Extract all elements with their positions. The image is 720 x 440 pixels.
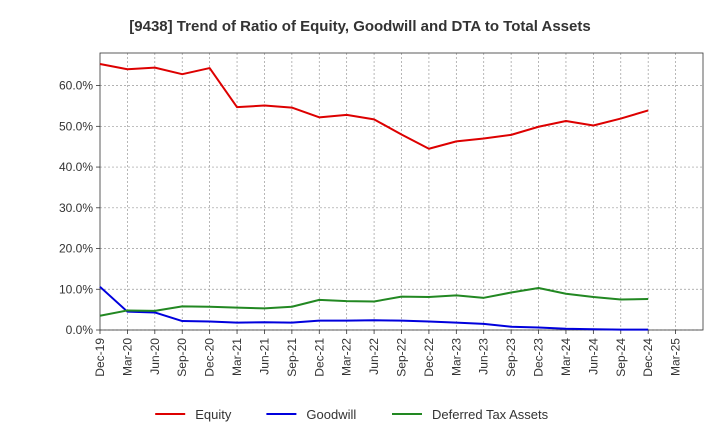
x-tick-label: Jun-20 (148, 338, 162, 375)
x-tick-label: Dec-23 (532, 338, 546, 377)
x-tick-label: Mar-24 (559, 338, 573, 376)
legend-label: Deferred Tax Assets (432, 407, 549, 422)
legend-label: Equity (195, 407, 232, 422)
x-tick-label: Dec-20 (203, 338, 217, 377)
series-line-deferred-tax-assets (99, 287, 649, 317)
legend-item: Goodwill (266, 407, 356, 422)
y-tick-label: 20.0% (59, 242, 93, 256)
x-tick-label: Mar-25 (669, 338, 683, 376)
x-tick-label: Sep-21 (285, 338, 299, 377)
series-line-equity (99, 63, 649, 150)
chart-title: [9438] Trend of Ratio of Equity, Goodwil… (129, 18, 590, 35)
x-tick-label: Jun-22 (367, 338, 381, 375)
series-line-goodwill (99, 286, 649, 331)
y-tick-label: 0.0% (66, 323, 94, 337)
grid-layer (100, 53, 703, 331)
y-tick-label: 10.0% (59, 282, 93, 296)
x-axis: Dec-19 Mar-20 Jun-20 Sep-20 Dec-20 Mar-21 Jun-… (93, 330, 683, 377)
legend-item: Deferred Tax Assets (392, 407, 549, 422)
x-tick-label: Mar-21 (230, 338, 244, 376)
y-tick-label: 40.0% (59, 160, 93, 174)
legend: Equity Goodwill Deferred Tax Assets (155, 407, 549, 422)
x-tick-label: Jun-21 (257, 338, 271, 375)
x-tick-label: Dec-19 (93, 338, 107, 377)
x-tick-label: Dec-24 (641, 338, 655, 377)
x-tick-label: Mar-22 (340, 338, 354, 376)
x-tick-label: Sep-24 (614, 338, 628, 377)
x-tick-label: Dec-22 (422, 338, 436, 377)
x-tick-label: Jun-23 (477, 338, 491, 375)
y-tick-label: 30.0% (59, 201, 93, 215)
legend-item: Equity (155, 407, 232, 422)
legend-label: Goodwill (306, 407, 356, 422)
x-tick-label: Sep-20 (175, 338, 189, 377)
x-tick-label: Mar-20 (120, 338, 134, 376)
series-layer (99, 63, 649, 331)
y-tick-label: 60.0% (59, 79, 93, 93)
x-tick-label: Dec-21 (312, 338, 326, 377)
x-tick-label: Mar-23 (449, 338, 463, 376)
y-tick-label: 50.0% (59, 119, 93, 133)
y-axis: 0.0% 10.0% 20.0% 30.0% 40.0% 50.0% 60.0% (59, 79, 100, 337)
x-tick-label: Sep-23 (504, 338, 518, 377)
x-tick-label: Sep-22 (395, 338, 409, 377)
x-tick-label: Jun-24 (586, 338, 600, 375)
